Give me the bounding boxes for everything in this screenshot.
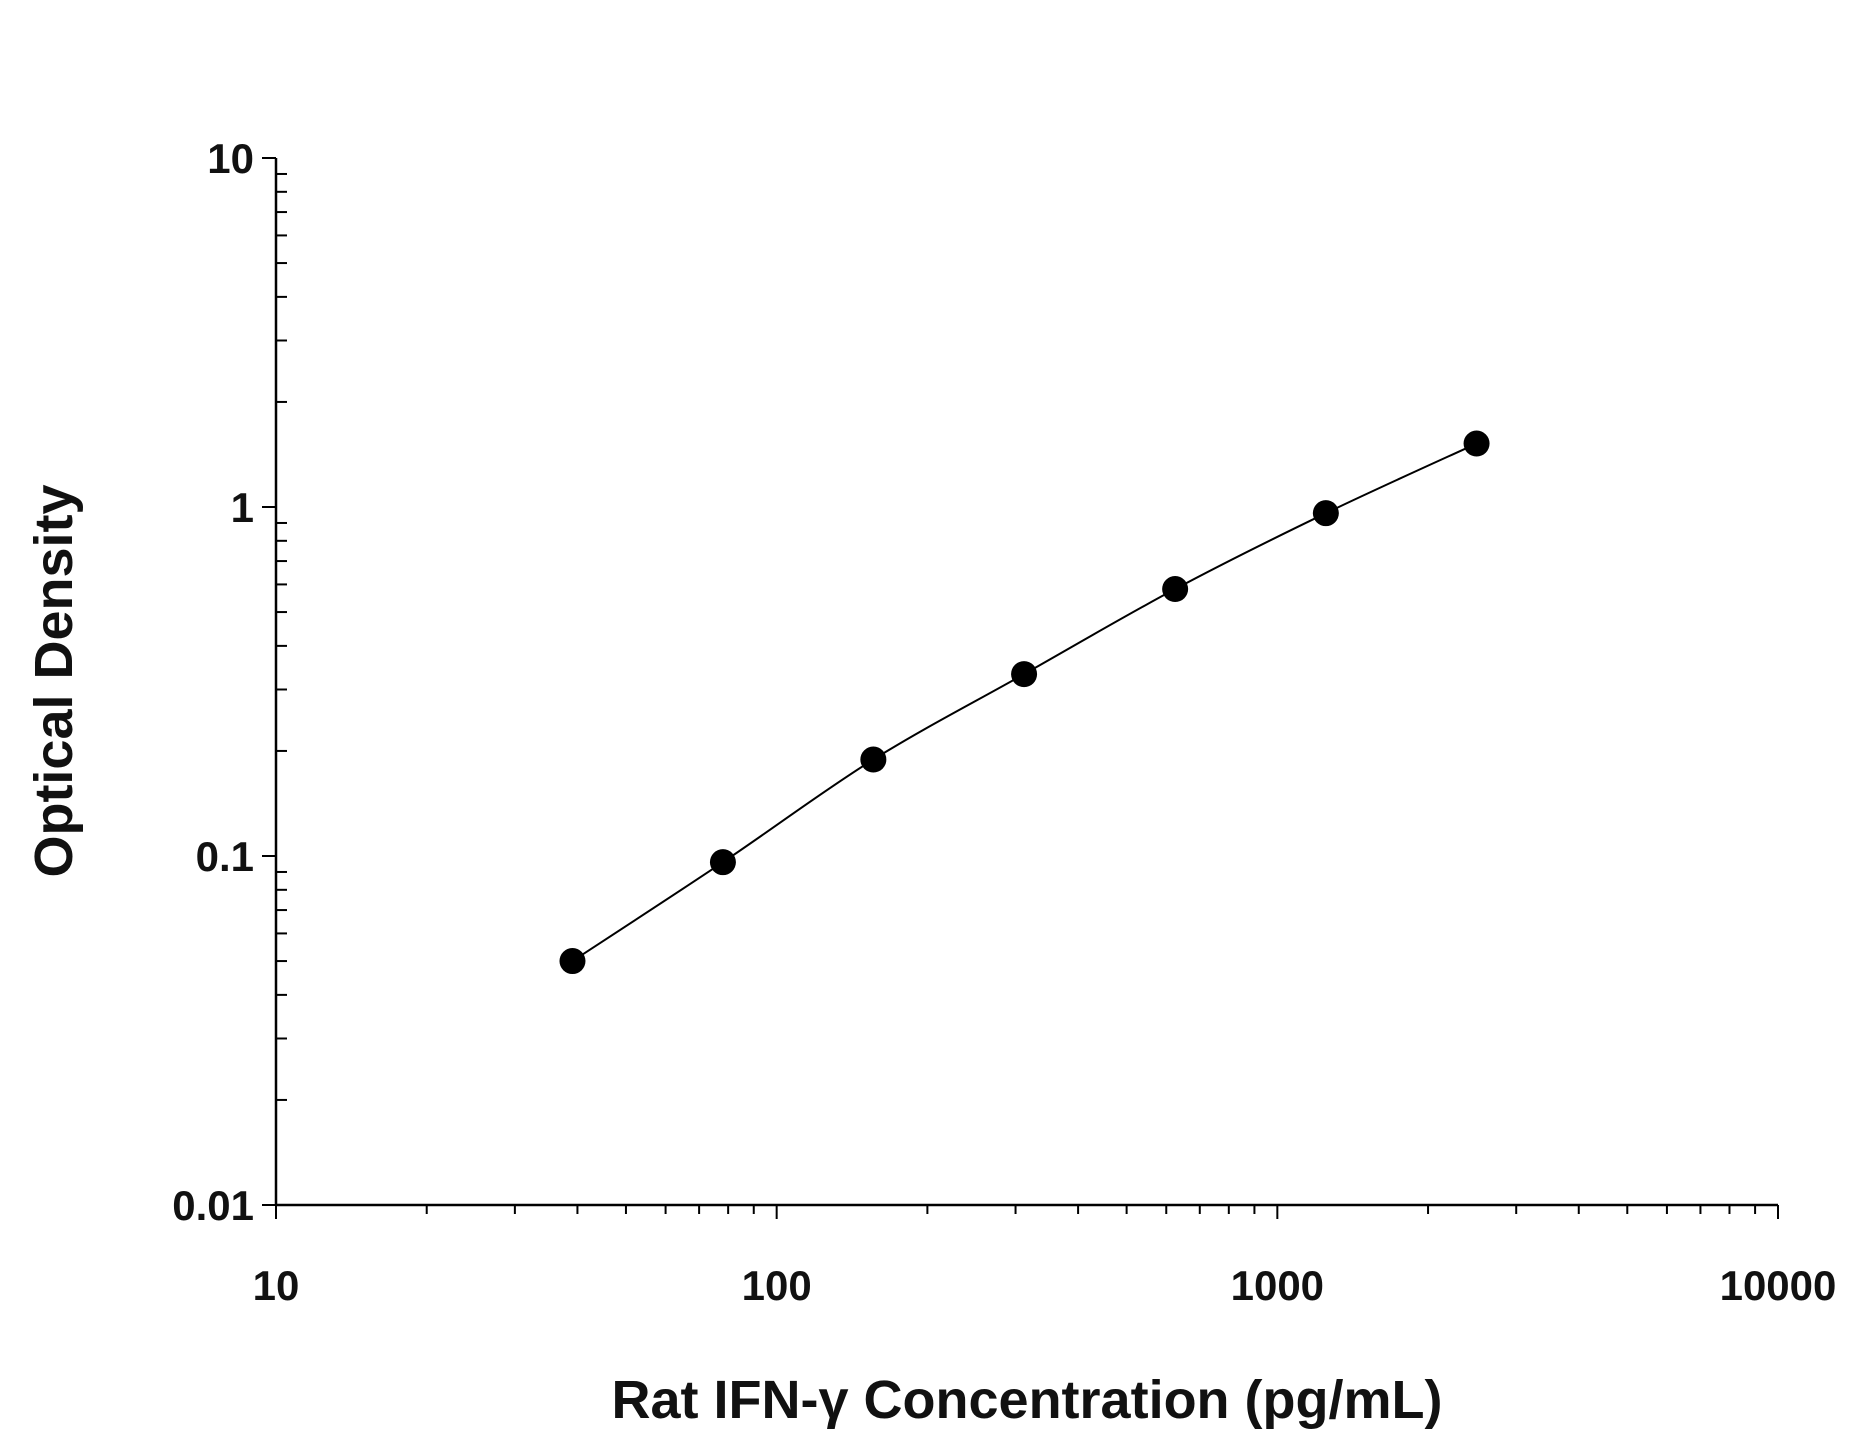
data-point: [709, 849, 736, 876]
data-point: [860, 746, 887, 773]
y-tick-label: 10: [207, 135, 254, 182]
x-tick-label: 1000: [1231, 1262, 1324, 1309]
data-point: [559, 948, 586, 975]
axes: [274, 158, 1778, 1207]
x-tick-labels: 10 100 1000 10000: [253, 1262, 1837, 1309]
fit-curve: [571, 442, 1477, 962]
y-axis-title: Optical Density: [24, 484, 84, 877]
x-tick-label: 100: [742, 1262, 812, 1309]
y-tick-label: 0.01: [172, 1182, 254, 1229]
x-tick-label: 10: [253, 1262, 300, 1309]
data-point: [1463, 430, 1490, 457]
x-tick-label: 10000: [1720, 1262, 1837, 1309]
data-point: [1011, 661, 1038, 688]
ticks: [262, 157, 1779, 1219]
y-tick-label: 1: [231, 484, 254, 531]
x-axis-title: Rat IFN-γ Concentration (pg/mL): [612, 1370, 1443, 1430]
y-tick-label: 0.1: [196, 833, 254, 880]
data-point: [1312, 500, 1339, 527]
y-tick-labels: 0.01 0.1 1 10: [172, 135, 254, 1229]
data-point: [1162, 576, 1189, 603]
data-points: [559, 430, 1490, 975]
